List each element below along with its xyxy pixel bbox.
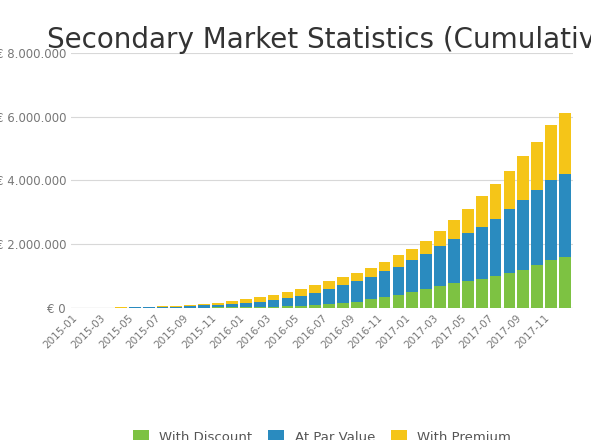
Bar	[323, 304, 335, 308]
Bar	[545, 180, 557, 260]
Bar	[143, 307, 154, 308]
Bar	[434, 286, 446, 308]
Bar	[281, 292, 293, 298]
Bar	[490, 219, 501, 276]
Bar	[170, 307, 182, 308]
Bar	[490, 183, 501, 219]
Bar	[268, 301, 280, 307]
Legend: With Discount, At Par Value, With Premium: With Discount, At Par Value, With Premiu…	[128, 425, 517, 440]
Bar	[309, 285, 321, 293]
Bar	[309, 293, 321, 305]
Bar	[337, 303, 349, 308]
Bar	[296, 306, 307, 308]
Bar	[309, 305, 321, 308]
Bar	[504, 209, 515, 273]
Bar	[504, 273, 515, 308]
Bar	[268, 307, 280, 308]
Bar	[434, 246, 446, 286]
Bar	[351, 281, 363, 302]
Bar	[559, 174, 571, 257]
Bar	[517, 157, 529, 200]
Bar	[226, 307, 238, 308]
Bar	[337, 277, 349, 285]
Bar	[254, 307, 265, 308]
Bar	[198, 304, 210, 305]
Bar	[379, 271, 391, 297]
Bar	[254, 302, 265, 307]
Bar	[170, 306, 182, 307]
Bar	[392, 267, 404, 295]
Bar	[157, 307, 168, 308]
Bar	[226, 301, 238, 304]
Bar	[462, 209, 474, 233]
Bar	[184, 305, 196, 306]
Bar	[531, 190, 543, 265]
Bar	[559, 257, 571, 308]
Bar	[365, 277, 376, 299]
Bar	[517, 200, 529, 270]
Text: Secondary Market Statistics (Cumulative): Secondary Market Statistics (Cumulative)	[47, 26, 591, 55]
Bar	[476, 279, 488, 308]
Bar	[448, 283, 460, 308]
Bar	[240, 307, 252, 308]
Bar	[545, 260, 557, 308]
Bar	[517, 270, 529, 308]
Bar	[212, 303, 224, 305]
Bar	[379, 297, 391, 308]
Bar	[226, 304, 238, 307]
Bar	[296, 296, 307, 306]
Bar	[198, 305, 210, 308]
Bar	[531, 142, 543, 190]
Bar	[420, 241, 432, 254]
Bar	[434, 231, 446, 246]
Bar	[184, 306, 196, 308]
Bar	[351, 302, 363, 308]
Bar	[407, 249, 418, 260]
Bar	[504, 171, 515, 209]
Bar	[379, 262, 391, 271]
Bar	[281, 306, 293, 308]
Bar	[268, 295, 280, 301]
Bar	[296, 289, 307, 296]
Bar	[476, 227, 488, 279]
Bar	[531, 265, 543, 308]
Bar	[420, 290, 432, 308]
Bar	[351, 273, 363, 281]
Bar	[323, 289, 335, 304]
Bar	[240, 303, 252, 307]
Bar	[448, 220, 460, 239]
Bar	[337, 285, 349, 303]
Bar	[476, 196, 488, 227]
Bar	[254, 297, 265, 302]
Bar	[392, 255, 404, 267]
Bar	[462, 233, 474, 281]
Bar	[281, 298, 293, 306]
Bar	[157, 306, 168, 307]
Bar	[462, 281, 474, 308]
Bar	[240, 299, 252, 303]
Bar	[212, 305, 224, 308]
Bar	[323, 281, 335, 289]
Bar	[420, 254, 432, 290]
Bar	[407, 292, 418, 308]
Bar	[448, 239, 460, 283]
Bar	[545, 125, 557, 180]
Bar	[407, 260, 418, 292]
Bar	[392, 295, 404, 308]
Bar	[490, 276, 501, 308]
Bar	[559, 114, 571, 174]
Bar	[365, 268, 376, 277]
Bar	[365, 299, 376, 308]
